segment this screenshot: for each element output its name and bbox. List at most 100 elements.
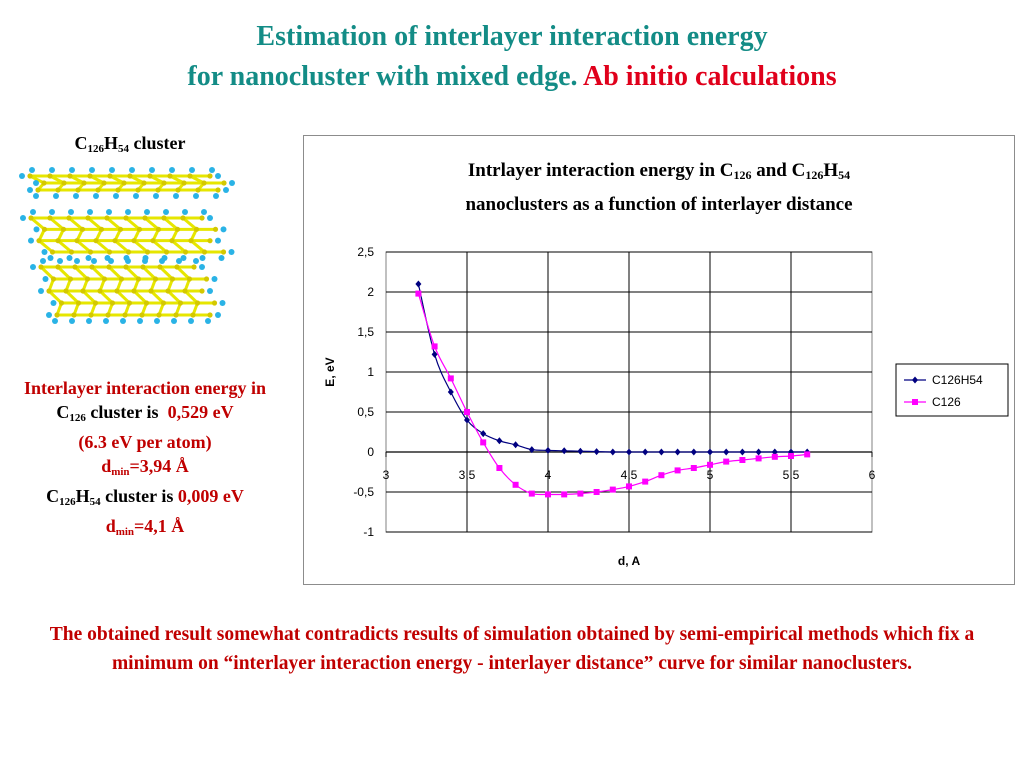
hydrogen-atom	[209, 167, 215, 173]
carbon-atom	[141, 180, 147, 186]
carbon-atom	[131, 288, 137, 294]
hydrogen-atom	[215, 312, 221, 318]
data-point-C126	[771, 453, 778, 460]
cluster-label: C126H54 cluster	[30, 133, 230, 155]
hydrogen-atom	[30, 209, 36, 215]
hydrogen-atom	[137, 318, 143, 324]
carbon-bond	[87, 216, 103, 231]
c126-value: 0,529 eV	[167, 402, 234, 422]
carbon-bond	[68, 216, 84, 231]
carbon-atom	[160, 300, 167, 306]
carbon-atom	[191, 264, 197, 270]
c126-text: cluster is	[90, 402, 159, 422]
carbon-bond	[124, 265, 140, 281]
title-line-2-text: for nanocluster with mixed edge.	[187, 61, 578, 92]
carbon-atom	[147, 173, 153, 179]
cluster-label-c-sub: 126	[87, 143, 105, 155]
energy-info-dmin1: dmin=3,94 Å	[10, 454, 280, 484]
carbon-bond	[47, 289, 63, 305]
carbon-atom	[50, 276, 57, 282]
hydrogen-atom	[33, 226, 40, 233]
c126h54-hsub: 54	[89, 496, 101, 508]
y-tick-label: -0,5	[353, 485, 374, 499]
data-point-C126	[755, 455, 762, 462]
carbon-atom	[152, 276, 159, 282]
carbon-atom	[55, 187, 61, 193]
carbon-atom	[74, 238, 80, 244]
hydrogen-atom	[28, 237, 34, 244]
data-point-C126	[723, 458, 730, 465]
carbon-atom	[186, 276, 193, 282]
cluster-label-rest: cluster	[133, 133, 186, 153]
carbon-bond	[163, 216, 179, 231]
carbon-atom	[123, 264, 129, 270]
energy-distance-chart: Intrlayer interaction energy in C126 and…	[323, 160, 1009, 568]
data-point-C126H54	[674, 448, 681, 456]
carbon-atom	[220, 249, 227, 255]
carbon-bond	[98, 289, 114, 305]
legend-label: C126H54	[932, 373, 983, 387]
data-point-C126H54	[723, 448, 730, 456]
hydrogen-atom	[205, 318, 211, 324]
carbon-atom	[142, 215, 148, 221]
carbon-atom	[155, 226, 162, 232]
carbon-atom	[41, 226, 48, 232]
hydrogen-atom	[108, 258, 114, 264]
carbon-atom	[123, 215, 129, 221]
carbon-atom	[139, 312, 145, 318]
carbon-bond	[64, 289, 80, 305]
carbon-atom	[109, 300, 116, 306]
carbon-atom	[181, 180, 187, 186]
carbon-bond	[144, 216, 160, 231]
hydrogen-atom	[215, 173, 221, 179]
hydrogen-atom	[125, 209, 131, 215]
hydrogen-atom	[211, 276, 218, 282]
hydrogen-atom	[180, 255, 187, 261]
carbon-atom	[67, 173, 73, 179]
carbon-atom	[89, 264, 95, 270]
hydrogen-atom	[144, 209, 150, 215]
carbon-atom	[58, 300, 65, 306]
carbon-atom	[55, 264, 61, 270]
carbon-atom	[195, 187, 201, 193]
hydrogen-atom	[199, 264, 205, 270]
data-point-C126H54	[577, 447, 584, 455]
energy-info-per-atom: (6.3 eV per atom)	[78, 432, 212, 452]
hydrogen-atom	[125, 258, 131, 264]
chart-title-line-1: Intrlayer interaction energy in C126 and…	[468, 160, 850, 182]
carbon-atom	[121, 180, 127, 186]
x-axis-label: d, A	[618, 554, 641, 568]
carbon-atom	[87, 173, 93, 179]
hydrogen-atom	[93, 193, 99, 199]
data-point-C126H54	[609, 448, 616, 456]
carbon-bond	[56, 265, 72, 281]
data-point-C126	[707, 461, 713, 468]
carbon-atom	[203, 276, 210, 282]
chart-title-part: and C	[751, 160, 805, 181]
carbon-atom	[87, 249, 94, 255]
hydrogen-atom	[207, 288, 213, 294]
carbon-atom	[173, 312, 179, 318]
carbon-atom	[93, 238, 99, 244]
carbon-atom	[81, 180, 87, 186]
legend-marker	[912, 399, 918, 405]
chart-title-line-2: nanoclusters as a function of interlayer…	[465, 194, 852, 215]
carbon-atom	[55, 238, 61, 244]
c126h54-h: H	[75, 486, 90, 506]
hydrogen-atom	[201, 209, 207, 215]
carbon-atom	[177, 300, 184, 306]
carbon-bond	[152, 239, 168, 254]
hydrogen-atom	[142, 258, 148, 264]
carbon-bond	[30, 216, 46, 231]
hydrogen-atom	[188, 318, 194, 324]
hydrogen-atom	[189, 167, 195, 173]
carbon-atom	[127, 173, 133, 179]
data-point-C126H54	[528, 446, 535, 454]
c126h54-c: C	[46, 486, 60, 506]
hydrogen-atom	[87, 209, 93, 215]
carbon-atom	[136, 226, 143, 232]
hydrogen-atom	[91, 258, 97, 264]
carbon-atom	[188, 238, 194, 244]
carbon-atom	[105, 312, 111, 318]
hydrogen-atom	[171, 318, 177, 324]
